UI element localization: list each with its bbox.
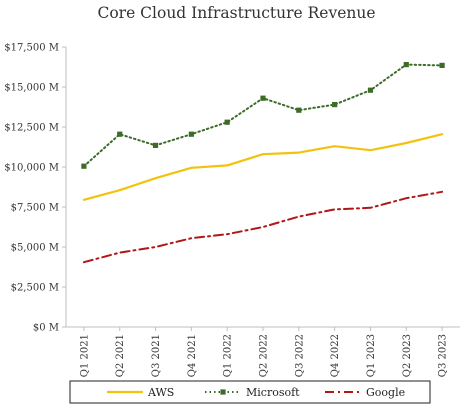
x-tick-label: Q1 2021 (79, 334, 90, 377)
data-point-microsoft (332, 102, 338, 108)
x-tick-label: Q1 2023 (366, 334, 377, 377)
legend-label-google: Google (366, 386, 405, 399)
y-tick-label: $12,500 M (4, 123, 59, 134)
chart-title: Core Cloud Infrastructure Revenue (97, 4, 376, 22)
legend-label-microsoft: Microsoft (246, 386, 300, 399)
y-tick-label: $2,500 M (11, 283, 59, 294)
series-line-microsoft (82, 63, 444, 168)
x-tick-label: Q4 2021 (187, 334, 198, 377)
y-tick-label: $5,000 M (11, 243, 59, 254)
legend-box (69, 380, 431, 404)
x-tick-label: Q1 2022 (223, 334, 234, 377)
x-tick-label: Q2 2022 (259, 334, 270, 377)
data-point-microsoft (439, 62, 445, 68)
data-point-microsoft (81, 163, 87, 169)
legend-label-aws: AWS (147, 386, 174, 399)
data-point-microsoft (403, 62, 409, 68)
x-tick-label: Q2 2021 (115, 334, 126, 377)
y-tick-label: $7,500 M (11, 203, 59, 214)
data-point-microsoft (260, 95, 266, 101)
y-tick-label: $10,000 M (4, 163, 59, 174)
x-tick-label: Q2 2023 (402, 334, 413, 377)
data-point-microsoft (224, 119, 230, 125)
series-line-aws (82, 133, 444, 201)
legend-marker-microsoft (220, 389, 226, 395)
data-point-microsoft (367, 87, 374, 93)
x-tick-label: Q3 2021 (151, 334, 162, 377)
x-tick-label: Q3 2023 (438, 334, 449, 377)
y-tick-label: $15,000 M (4, 83, 59, 94)
series-line-google (82, 190, 444, 264)
y-tick-label: $17,500 M (4, 43, 59, 54)
x-tick-label: Q4 2022 (330, 334, 341, 377)
data-point-microsoft (117, 131, 123, 137)
y-tick-label: $0 M (33, 323, 59, 334)
x-tick-label: Q3 2022 (294, 334, 305, 377)
data-point-microsoft (296, 107, 302, 113)
data-point-microsoft (188, 131, 194, 137)
data-point-microsoft (152, 142, 159, 148)
